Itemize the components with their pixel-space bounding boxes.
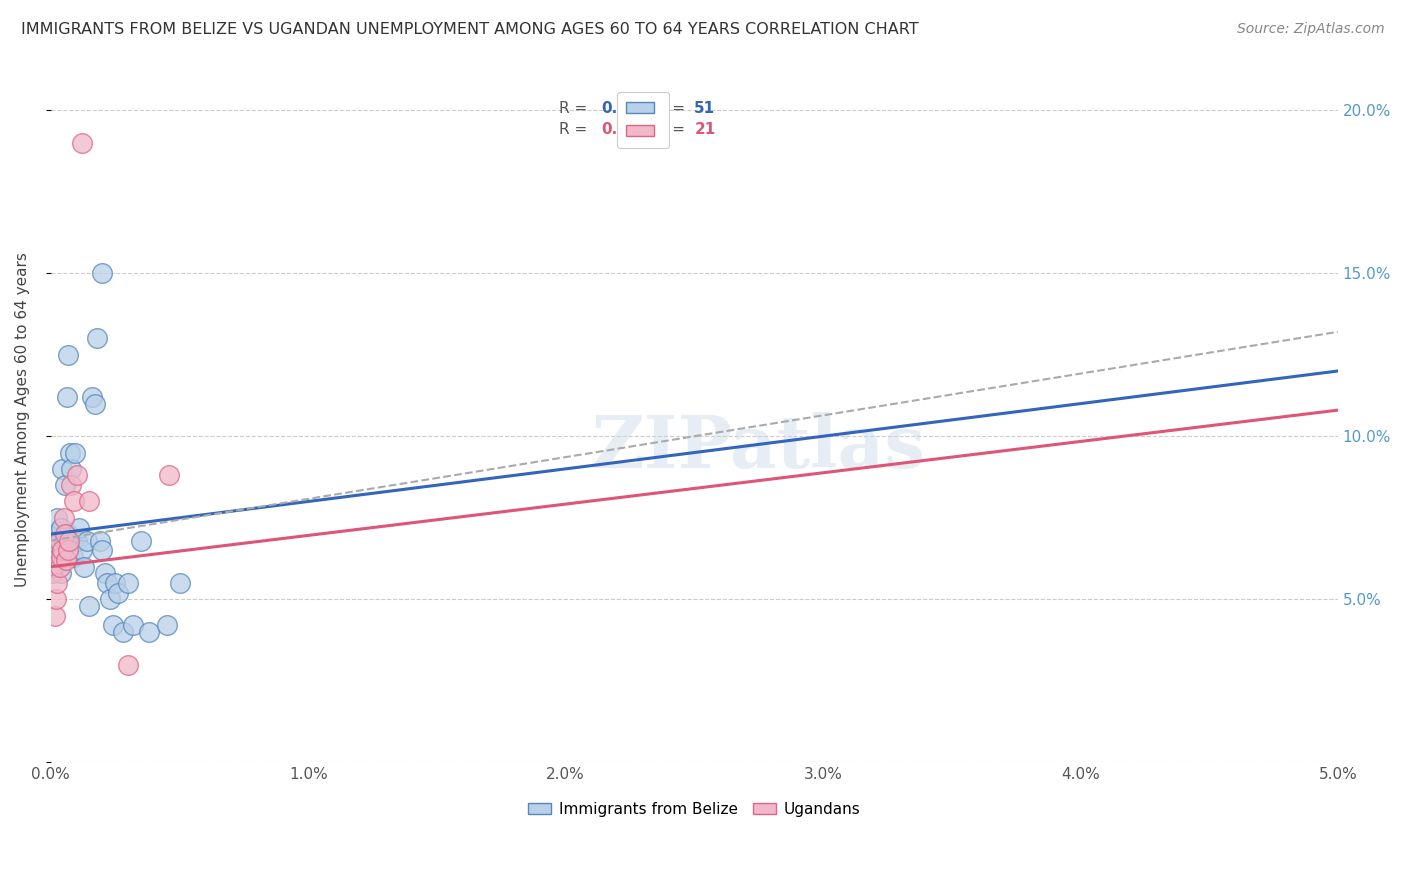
Point [56,390,79,404]
Point [52,543,75,558]
Point [58,549,80,564]
Point [56,348,79,362]
Point [60,478,83,492]
Point [59,445,82,459]
Text: 0.295: 0.295 [602,122,650,137]
Text: ZIPatlas: ZIPatlas [592,412,925,483]
Point [138,624,160,639]
Point [157,468,180,483]
Point [52,533,75,548]
Point [156,618,179,632]
Point [62,549,84,564]
Point [122,618,145,632]
Point [58,533,80,548]
Point [104,576,127,591]
Point [91,266,114,280]
Legend: Immigrants from Belize, Ugandans: Immigrants from Belize, Ugandans [522,796,866,823]
Point [73,559,96,574]
Point [94,566,117,581]
Point [58,527,80,541]
Point [70,543,93,558]
Point [45,549,67,564]
Point [56,543,79,558]
Point [49,566,72,581]
Point [45,592,67,607]
Text: N =: N = [655,122,689,137]
Point [91,543,114,558]
Point [98,592,121,607]
Point [48,549,70,564]
Point [117,657,139,672]
Point [96,576,118,591]
Point [44,533,66,548]
Point [55,533,77,548]
Point [79,494,101,508]
Point [49,559,72,574]
Text: R =: R = [560,102,592,117]
Point [42,543,65,558]
Text: 0.200: 0.200 [602,102,650,117]
Point [86,331,108,345]
Point [53,527,76,541]
Point [48,533,70,548]
Point [63,533,86,548]
Text: N =: N = [655,102,689,117]
Point [117,576,139,591]
Point [49,533,72,548]
Point [79,599,101,613]
Point [111,624,134,639]
Text: 21: 21 [695,122,716,137]
Point [83,396,105,410]
Text: Source: ZipAtlas.com: Source: ZipAtlas.com [1237,22,1385,37]
Point [129,533,152,548]
Text: IMMIGRANTS FROM BELIZE VS UGANDAN UNEMPLOYMENT AMONG AGES 60 TO 64 YEARS CORRELA: IMMIGRANTS FROM BELIZE VS UGANDAN UNEMPL… [21,22,918,37]
Point [101,618,124,632]
Point [45,559,67,574]
Point [169,576,191,591]
Point [65,445,87,459]
Text: R =: R = [560,122,592,137]
Point [46,576,69,591]
Point [55,553,77,567]
Point [51,549,73,564]
Point [46,543,69,558]
Point [53,478,76,492]
Point [49,520,72,534]
Point [51,462,73,476]
Point [46,510,69,524]
Point [49,549,72,564]
Point [76,533,98,548]
Point [80,390,103,404]
Y-axis label: Unemployment Among Ages 60 to 64 years: Unemployment Among Ages 60 to 64 years [15,252,30,587]
Point [89,533,111,548]
Text: 51: 51 [695,102,716,117]
Point [44,527,66,541]
Point [65,533,87,548]
Point [44,608,66,623]
Point [63,494,86,508]
Point [42,559,65,574]
Point [52,510,75,524]
Point [41,566,63,581]
Point [60,462,83,476]
Point [51,543,73,558]
Point [67,520,90,534]
Point [65,468,87,483]
Point [70,136,93,150]
Point [107,586,129,600]
